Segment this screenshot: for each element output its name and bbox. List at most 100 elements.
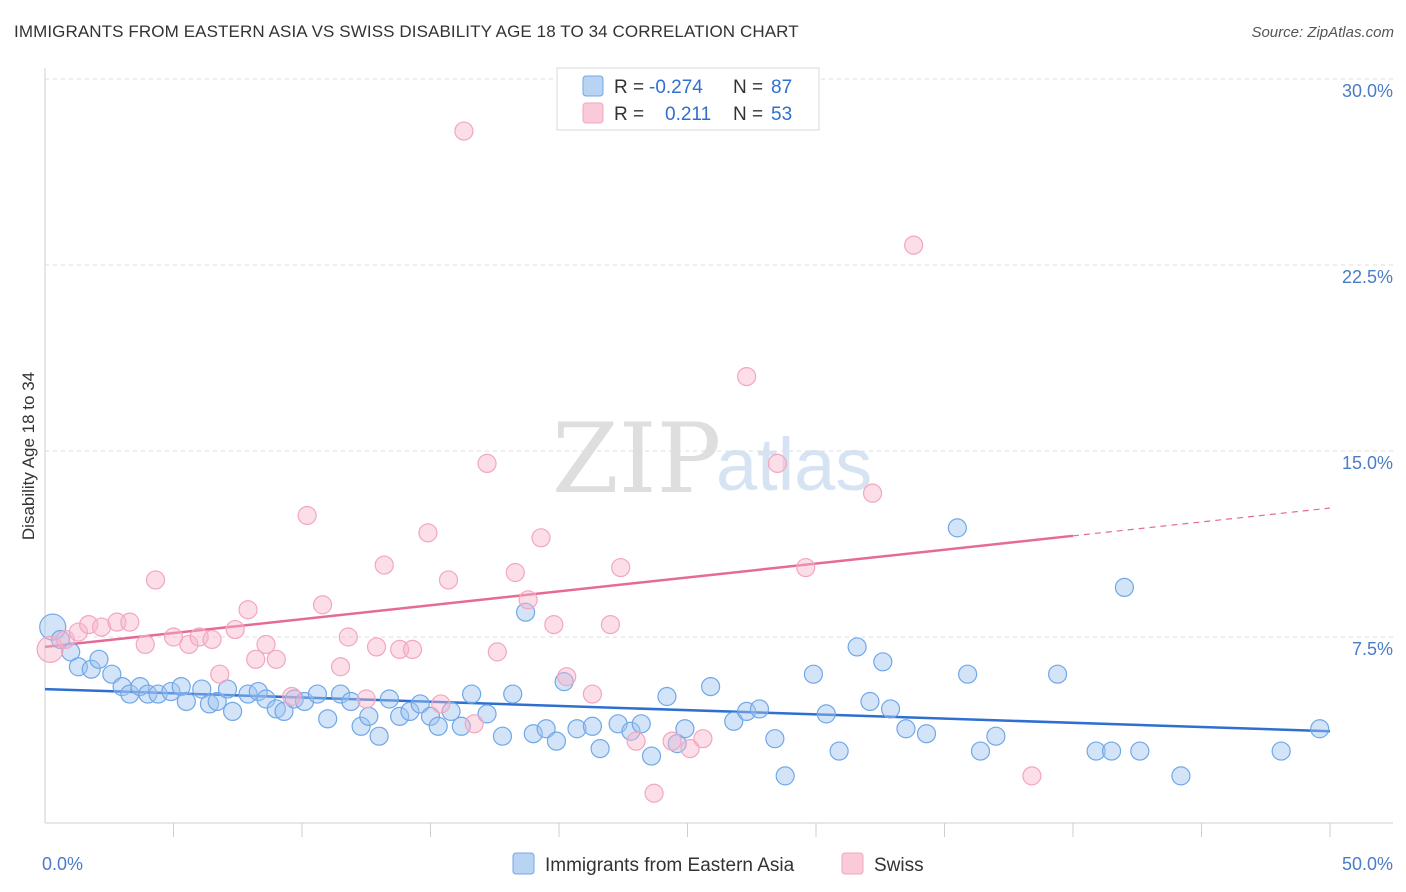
immigrants-point-80 (1047, 664, 1068, 684)
swiss-point-20 (297, 505, 317, 526)
bottom-legend-label-immigrants: Immigrants from Eastern Asia (545, 855, 795, 876)
immigrants-point-69 (829, 741, 849, 761)
immigrants-point-42 (462, 684, 482, 704)
immigrants-point-76 (947, 518, 967, 538)
legend-n-label-2: N = (733, 104, 763, 125)
swiss-point-52 (862, 483, 883, 503)
swiss-point-50 (767, 453, 788, 473)
swiss-point-44 (626, 731, 646, 751)
immigrants-point-17 (207, 691, 227, 712)
y-tick-label-3: 30.0% (1342, 81, 1393, 101)
y-tick-label-0: 7.5% (1352, 639, 1393, 659)
watermark-atlas: atlas (716, 423, 872, 506)
immigrants-point-6 (102, 664, 122, 684)
axes (44, 68, 1393, 837)
immigrants-point-82 (1101, 741, 1122, 761)
bottom-legend-swatch-swiss (841, 852, 864, 875)
immigrants-point-70 (847, 637, 867, 657)
immigrants-point-65 (765, 729, 785, 749)
immigrants-point-79 (986, 726, 1006, 746)
immigrants-point-52 (582, 716, 603, 736)
immigrants-point-62 (724, 711, 744, 731)
immigrants-point-66 (775, 766, 795, 786)
immigrants-point-10 (138, 684, 158, 704)
immigrants-point-47 (523, 724, 543, 744)
immigrants-point-71 (860, 691, 880, 712)
x-tick-label-1: 50.0% (1342, 854, 1393, 874)
swiss-point-25 (366, 637, 387, 657)
immigrants-point-19 (223, 701, 243, 722)
swiss-point-24 (356, 689, 376, 709)
immigrants-point-84 (1130, 741, 1150, 761)
immigrants-point-83 (1114, 577, 1135, 598)
swiss-point-33 (464, 714, 484, 734)
chart-title: IMMIGRANTS FROM EASTERN ASIA VS SWISS DI… (14, 22, 799, 41)
immigrants-point-81 (1086, 741, 1106, 761)
immigrants-point-1 (50, 629, 71, 650)
y-axis-label: Disability Age 18 to 34 (19, 372, 38, 540)
immigrants-point-67 (803, 664, 824, 684)
immigrants-point-74 (896, 719, 916, 739)
bottom-legend-swatch-immigrants (512, 852, 535, 875)
immigrants-point-78 (970, 741, 991, 761)
swiss-point-34 (477, 453, 497, 473)
bottom-legend-label-swiss: Swiss (874, 855, 924, 876)
immigrants-point-28 (318, 709, 338, 729)
x-tick-labels: 0.0% 50.0% (42, 854, 1393, 874)
immigrants-point-75 (916, 724, 937, 744)
immigrants-point-86 (1271, 741, 1291, 761)
immigrants-point-77 (958, 664, 978, 684)
swiss-point-54 (1022, 766, 1042, 786)
swiss-point-46 (662, 731, 682, 751)
swiss-point-31 (438, 570, 459, 590)
immigrants-point-68 (816, 704, 836, 724)
immigrants-point-14 (176, 691, 196, 712)
swiss-point-19 (282, 686, 302, 707)
swiss-point-39 (544, 614, 564, 635)
immigrants-point-30 (341, 691, 361, 712)
correlation-legend: R = -0.274 N = 87 R = 0.211 N = 53 (556, 67, 820, 131)
immigrants-point-24 (274, 701, 294, 722)
swiss-point-35 (487, 642, 507, 662)
immigrants-point-34 (379, 689, 399, 709)
immigrants-point-55 (621, 721, 641, 741)
immigrants-point-33 (369, 726, 389, 746)
swiss-point-13 (210, 664, 230, 684)
immigrants-point-16 (199, 694, 220, 714)
swiss-point-29 (418, 523, 438, 543)
immigrants-point-57 (641, 746, 662, 766)
immigrants-point-35 (390, 706, 410, 726)
immigrants-point-59 (667, 734, 687, 754)
y-tick-label-1: 15.0% (1342, 453, 1393, 473)
swiss-point-37 (518, 590, 538, 610)
swiss-point-22 (330, 657, 351, 677)
swiss-trend-line-extension (1072, 507, 1331, 537)
swiss-point-36 (505, 562, 525, 583)
legend-swatch-immigrants (582, 75, 604, 97)
y-tick-labels: 7.5% 15.0% 22.5% 30.0% (1342, 81, 1393, 659)
immigrants-point-9 (130, 676, 150, 697)
immigrants-point-73 (880, 699, 901, 719)
immigrants-point-61 (701, 676, 721, 697)
immigrants-point-72 (873, 652, 893, 672)
swiss-point-28 (402, 639, 423, 660)
watermark-zip: ZIP (552, 403, 721, 515)
immigrants-point-40 (441, 701, 461, 722)
swiss-point-17 (256, 634, 276, 655)
immigrants-point-29 (330, 684, 351, 704)
immigrants-point-15 (192, 679, 212, 699)
swiss-point-10 (179, 634, 199, 655)
series-legend: Immigrants from Eastern Asia Swiss (512, 852, 924, 876)
legend-r-label-1: R = (614, 77, 644, 98)
immigrants-point-23 (266, 699, 286, 719)
immigrants-point-44 (492, 726, 513, 746)
x-tick-label-0: 0.0% (42, 854, 83, 874)
swiss-point-49 (737, 367, 757, 387)
legend-r-label-2: R = (614, 104, 644, 125)
immigrants-point-46 (515, 602, 536, 622)
swiss-point-43 (611, 557, 631, 578)
immigrants-point-85 (1171, 766, 1191, 786)
immigrants-point-36 (400, 701, 420, 722)
swiss-point-38 (531, 528, 551, 548)
swiss-point-53 (904, 235, 924, 255)
